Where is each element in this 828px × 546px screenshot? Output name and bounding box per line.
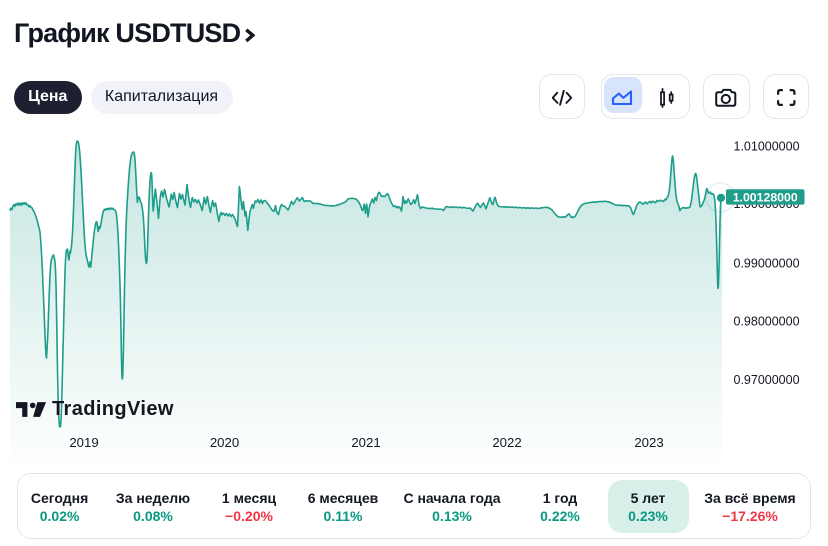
svg-text:2019: 2019 (69, 435, 98, 450)
svg-text:2022: 2022 (492, 435, 521, 450)
svg-text:2021: 2021 (351, 435, 380, 450)
svg-text:0.98000000: 0.98000000 (734, 315, 800, 329)
svg-text:1.01000000: 1.01000000 (734, 139, 800, 153)
svg-text:2023: 2023 (634, 435, 663, 450)
svg-text:2020: 2020 (210, 435, 239, 450)
svg-text:1.00128000: 1.00128000 (733, 191, 798, 205)
svg-text:0.97000000: 0.97000000 (734, 373, 800, 387)
svg-text:0.99000000: 0.99000000 (734, 256, 800, 270)
